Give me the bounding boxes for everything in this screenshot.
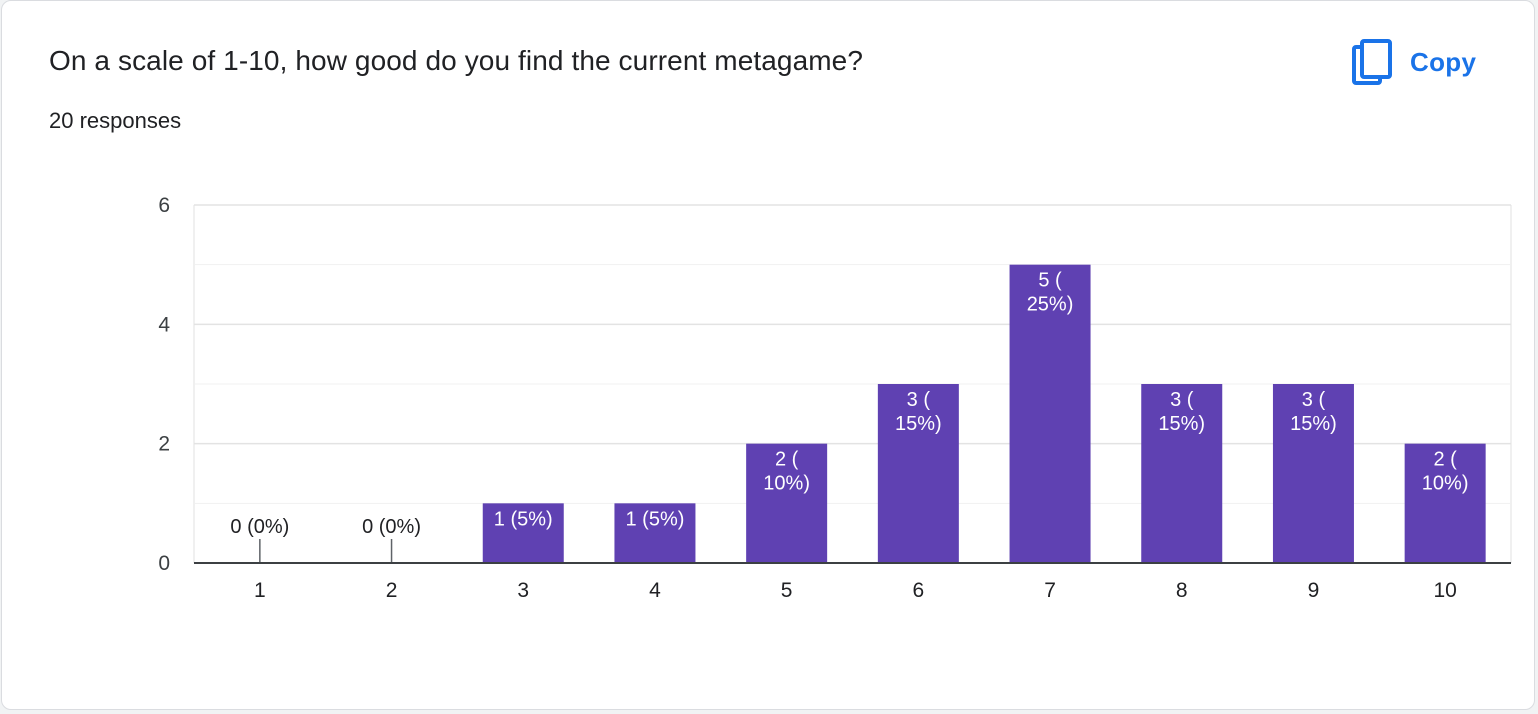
- data-label: 2 (: [775, 449, 799, 471]
- x-tick-label: 10: [1433, 579, 1456, 602]
- data-label: 0 (0%): [230, 516, 289, 538]
- data-label: 15%): [1158, 413, 1205, 435]
- bar-9: [1272, 384, 1354, 563]
- data-label: 5 (: [1038, 270, 1062, 292]
- data-label: 0 (0%): [362, 516, 421, 538]
- data-label: 2 (: [1433, 449, 1457, 471]
- response-count: 20 responses: [49, 108, 182, 133]
- data-label: 1 (5%): [494, 508, 553, 530]
- y-tick-label: 2: [158, 433, 170, 456]
- data-label: 15%): [895, 413, 942, 435]
- data-label: 1 (5%): [625, 508, 684, 530]
- data-label: 10%): [763, 473, 810, 495]
- copy-icon: [1352, 39, 1392, 85]
- x-tick-label: 5: [781, 579, 793, 602]
- bar-10: [1404, 443, 1486, 563]
- y-tick-label: 0: [158, 552, 170, 575]
- bar-3: [482, 503, 564, 563]
- copy-label: Copy: [1410, 46, 1477, 77]
- bar-4: [614, 503, 696, 563]
- x-tick-label: 8: [1176, 579, 1188, 602]
- x-tick-label: 2: [386, 579, 398, 602]
- copy-chart-button[interactable]: Copy: [1342, 33, 1486, 91]
- x-tick-label: 7: [1044, 579, 1056, 602]
- x-tick-label: 1: [254, 579, 266, 602]
- y-tick-label: 6: [158, 194, 170, 217]
- x-tick-label: 6: [913, 579, 925, 602]
- bar-8: [1141, 384, 1223, 563]
- bar-7: [1009, 264, 1091, 563]
- bar-6: [877, 384, 959, 563]
- x-tick-label: 9: [1308, 579, 1320, 602]
- data-label: 3 (: [907, 389, 931, 411]
- data-label: 25%): [1027, 294, 1074, 316]
- data-label: 10%): [1422, 473, 1469, 495]
- question-title: On a scale of 1-10, how good do you find…: [49, 45, 864, 76]
- bar-5: [746, 443, 828, 563]
- data-label: 3 (: [1302, 389, 1326, 411]
- y-tick-label: 4: [158, 313, 170, 336]
- data-label: 3 (: [1170, 389, 1194, 411]
- x-tick-label: 3: [517, 579, 529, 602]
- x-tick-label: 4: [649, 579, 661, 602]
- data-label: 15%): [1290, 413, 1337, 435]
